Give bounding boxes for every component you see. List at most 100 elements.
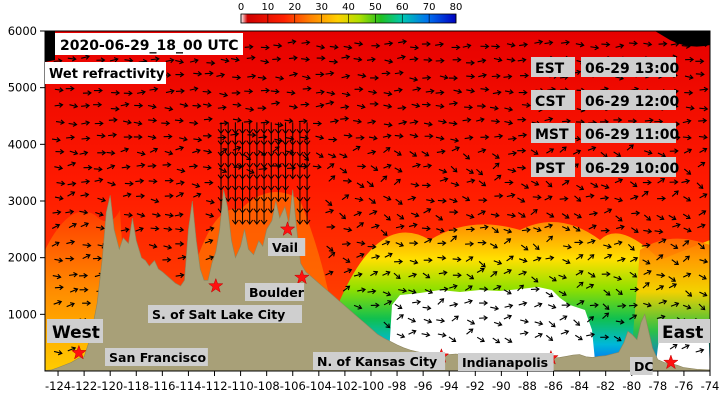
wind-barb xyxy=(94,177,104,183)
wind-barb-head xyxy=(562,315,568,321)
wind-barb xyxy=(508,150,518,157)
wind-barb-shaft xyxy=(698,274,707,280)
wind-barb xyxy=(466,226,476,233)
wind-barb xyxy=(530,208,538,216)
wind-barb xyxy=(613,275,623,281)
wind-barb-shaft xyxy=(491,45,500,48)
wind-barb-head xyxy=(265,87,270,94)
wind-barb-shaft xyxy=(95,212,104,216)
wind-barb-head xyxy=(510,57,516,63)
wind-barb-head xyxy=(100,225,105,231)
wind-barb-shaft xyxy=(506,255,514,262)
wind-barb-shaft xyxy=(534,321,543,325)
wind-barb-head xyxy=(414,182,420,188)
wind-barb-head xyxy=(510,42,516,48)
wind-barb-head xyxy=(319,102,325,109)
wind-barb-head xyxy=(674,148,679,154)
city-label-text: Indianapolis xyxy=(462,355,548,370)
wind-barb xyxy=(384,252,393,258)
wind-barb xyxy=(421,225,431,232)
wind-barb xyxy=(615,319,625,325)
x-tick-label: -104 xyxy=(306,379,332,393)
wind-barb-head xyxy=(248,88,254,95)
wind-barb-head xyxy=(371,56,376,63)
wind-barb xyxy=(315,134,325,141)
city-label-box xyxy=(630,357,653,375)
wind-barb-shaft xyxy=(615,76,624,80)
wind-barb-head xyxy=(621,303,627,309)
wind-barb-head xyxy=(169,57,175,64)
wind-barb-head xyxy=(207,102,212,108)
wind-barb-shaft xyxy=(576,108,585,112)
wind-barb xyxy=(449,302,459,308)
wind-barb xyxy=(275,145,282,157)
wind-barb xyxy=(668,276,677,282)
wind-barb-shaft xyxy=(423,122,433,126)
wind-barb-head xyxy=(484,43,490,50)
wind-barb-shaft xyxy=(532,196,541,199)
local-time-box xyxy=(581,157,676,177)
wind-barb-head xyxy=(508,120,514,126)
wind-barb-head xyxy=(470,178,476,184)
wind-barb xyxy=(217,167,225,180)
wind-barb-head xyxy=(360,135,365,141)
wind-barb-head xyxy=(319,71,325,78)
wind-barb-shaft xyxy=(616,225,625,230)
wind-barb-shaft xyxy=(82,254,91,260)
wind-barb-shaft xyxy=(477,149,486,153)
wind-barb xyxy=(51,137,61,143)
wind-barb xyxy=(239,179,246,191)
wind-barb-head xyxy=(702,147,708,153)
wind-barb xyxy=(282,133,289,146)
wind-barb xyxy=(353,118,363,125)
city-star-marker xyxy=(662,354,679,370)
wind-barb-head xyxy=(549,213,555,218)
wind-barb-shaft xyxy=(163,227,172,231)
wind-barb xyxy=(275,75,285,81)
wind-barb xyxy=(507,212,517,219)
wind-barb xyxy=(270,88,280,95)
wind-barb-head xyxy=(303,219,311,225)
wind-barb xyxy=(65,255,75,262)
wind-barb-head xyxy=(441,240,447,246)
wind-barb xyxy=(449,198,458,204)
wind-barb xyxy=(282,145,289,157)
wind-barb-shaft xyxy=(518,302,527,306)
wind-barb-shaft xyxy=(436,319,445,322)
x-tick-label: -120 xyxy=(97,379,123,393)
wind-barb-head xyxy=(523,330,529,336)
wind-barb-head xyxy=(231,163,239,169)
wind-barb xyxy=(438,119,448,125)
wind-barb xyxy=(52,209,62,216)
wind-barb xyxy=(81,120,91,126)
wind-barb xyxy=(576,300,585,306)
wind-barb-head xyxy=(397,200,403,205)
x-tick-label: -118 xyxy=(123,379,149,393)
wind-barb xyxy=(629,256,639,263)
wind-barb xyxy=(66,302,75,308)
colorbar-tick-label: 20 xyxy=(288,2,301,13)
wind-barb xyxy=(615,288,623,296)
wind-barb xyxy=(246,167,254,180)
wind-barb-head xyxy=(361,73,367,79)
wind-barb-shaft xyxy=(449,198,458,203)
wind-barb-shaft xyxy=(464,300,473,304)
wind-barb-shaft xyxy=(380,229,388,236)
wind-barb-head xyxy=(260,151,268,157)
wind-barb-shaft xyxy=(246,56,255,60)
wind-barb-head xyxy=(481,103,487,109)
wind-barb xyxy=(437,298,445,305)
wind-barb-head xyxy=(427,318,433,324)
wind-barb-head xyxy=(495,118,501,125)
wind-barb-shaft xyxy=(681,180,690,184)
wind-barb-head xyxy=(303,174,311,180)
wind-barb-head xyxy=(427,238,433,243)
wind-barb xyxy=(275,122,282,135)
wind-barb xyxy=(257,105,267,111)
wind-barb-shaft xyxy=(589,304,598,307)
wind-barb-head xyxy=(494,105,499,111)
wind-barb-head xyxy=(168,106,174,112)
wind-barb xyxy=(504,120,514,126)
wind-barb-shaft xyxy=(340,117,349,120)
wind-barb-head xyxy=(387,103,393,109)
